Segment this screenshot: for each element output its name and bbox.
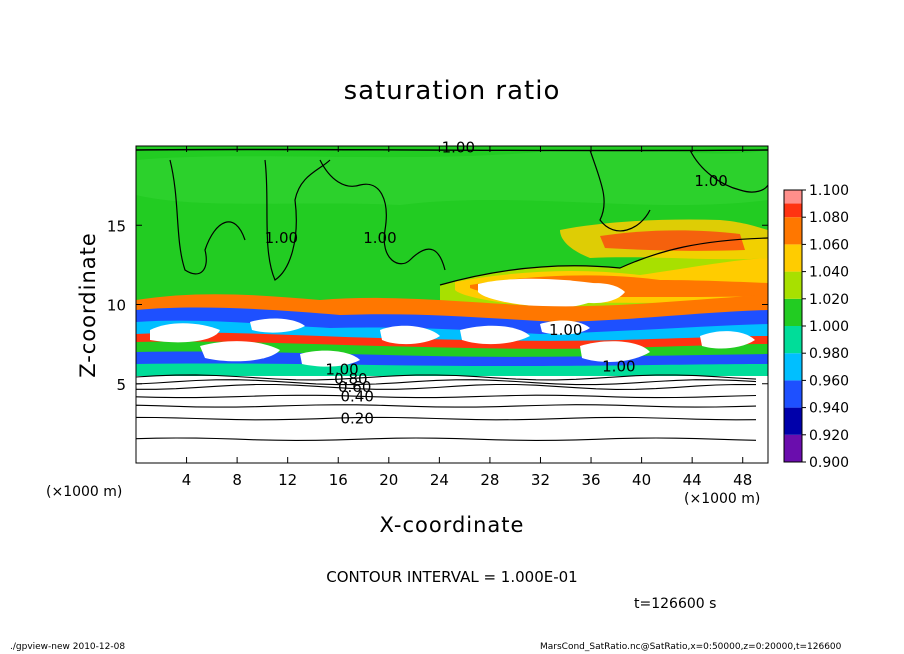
colorbar-label: 0.900 bbox=[809, 455, 849, 471]
lower-band-teal bbox=[136, 363, 768, 378]
colorbar-segment bbox=[784, 326, 802, 354]
footer-left: ./gpview-new 2010-12-08 bbox=[10, 642, 126, 652]
colorbar-label: 0.980 bbox=[809, 346, 849, 362]
white-patch bbox=[540, 320, 590, 335]
colorbar-segment-top bbox=[784, 190, 802, 204]
contour-labels: 1.001.001.00 1.001.001.001.000.800.600.40… bbox=[265, 139, 728, 428]
contour-value-label: 1.00 bbox=[694, 172, 727, 190]
contour-outline bbox=[439, 237, 768, 286]
x-tick-label: 36 bbox=[581, 471, 600, 489]
colorbar-segment bbox=[784, 434, 802, 462]
white-patch bbox=[460, 325, 530, 345]
contour-outline bbox=[689, 149, 768, 193]
unsaturated-contour-line bbox=[136, 416, 757, 421]
white-patch bbox=[380, 325, 440, 345]
x-tick-label: 20 bbox=[379, 471, 398, 489]
y-tick-label: 10 bbox=[107, 297, 126, 315]
contour-value-label: 1.00 bbox=[265, 229, 298, 247]
heatmap-field bbox=[136, 146, 768, 463]
footer-right: MarsCond_SatRatio.nc@SatRatio,x=0:50000,… bbox=[540, 642, 842, 652]
colorbar-label: 1.040 bbox=[809, 265, 849, 281]
white-patch bbox=[150, 323, 220, 343]
unsaturated-contour-line bbox=[136, 437, 757, 441]
colorbar-segment bbox=[784, 244, 802, 272]
x-tick-label: 28 bbox=[480, 471, 499, 489]
x-tick-label: 44 bbox=[683, 471, 702, 489]
contour-outline bbox=[264, 159, 331, 281]
unsaturated-contour-line bbox=[136, 404, 757, 408]
colorbar-segment bbox=[784, 380, 802, 408]
white-patch bbox=[580, 341, 650, 362]
contour-outline bbox=[169, 159, 246, 275]
unsaturated-contour-line bbox=[136, 383, 757, 390]
unsaturated-contour-line bbox=[136, 394, 757, 399]
unsaturated-contour-line bbox=[136, 379, 757, 386]
upper-red-patch bbox=[600, 230, 745, 251]
x-tick-label: 48 bbox=[733, 471, 752, 489]
x-tick-label: 24 bbox=[430, 471, 449, 489]
x-axis-label: X-coordinate bbox=[379, 513, 525, 537]
colorbar-segment bbox=[784, 217, 802, 245]
contour-value-label: 0.80 bbox=[334, 370, 367, 388]
contour-outline bbox=[136, 148, 768, 152]
white-patch bbox=[250, 318, 305, 333]
time-label: t=126600 s bbox=[634, 596, 717, 612]
colorbar: 0.900 0.920 0.940 0.960 0.980 1.000 1.020 1.040… bbox=[783, 183, 849, 471]
contour-lines bbox=[136, 374, 757, 441]
contour-value-label: 1.00 bbox=[442, 139, 475, 157]
white-patch bbox=[300, 350, 360, 367]
contour-value-label: 0.20 bbox=[340, 410, 373, 428]
colorbar-label: 0.920 bbox=[809, 428, 849, 444]
contour-value-label: 1.00 bbox=[363, 229, 396, 247]
colorbar-label: 1.020 bbox=[809, 292, 849, 308]
colorbar-label: 0.940 bbox=[809, 401, 849, 417]
x-tick-label: 40 bbox=[632, 471, 651, 489]
unsaturated-contour-line bbox=[136, 374, 757, 381]
contour-value-label: 1.00 bbox=[325, 360, 358, 378]
chart-title: saturation ratio bbox=[343, 76, 561, 106]
y-tick-label: 5 bbox=[116, 376, 126, 394]
colorbar-segment bbox=[784, 353, 802, 381]
colorbar-label: 1.080 bbox=[809, 210, 849, 226]
contour-outline bbox=[589, 149, 651, 232]
white-patch bbox=[570, 283, 625, 304]
y-tick-label: 15 bbox=[107, 217, 126, 235]
colorbar-segment bbox=[784, 298, 802, 326]
colorbar-label: 1.000 bbox=[809, 319, 849, 335]
x-tick-label: 32 bbox=[531, 471, 550, 489]
white-patch bbox=[200, 341, 280, 362]
x-tick-label: 16 bbox=[329, 471, 348, 489]
colorbar-segment bbox=[784, 407, 802, 435]
x-tick-label: 8 bbox=[232, 471, 242, 489]
x-unit-left: (×1000 m) bbox=[46, 484, 123, 500]
x-tick-label: 4 bbox=[182, 471, 192, 489]
colorbar-segment bbox=[784, 271, 802, 299]
contour-outline bbox=[319, 159, 446, 271]
x-tick-label: 12 bbox=[278, 471, 297, 489]
white-patch bbox=[700, 331, 755, 349]
contour-value-label: 1.00 bbox=[549, 321, 582, 339]
white-patch bbox=[478, 278, 604, 308]
contour-value-label: 1.00 bbox=[602, 357, 635, 375]
colorbar-label: 1.060 bbox=[809, 237, 849, 253]
contour-value-label: 0.40 bbox=[340, 387, 373, 405]
x-unit-right: (×1000 m) bbox=[684, 491, 761, 507]
light-green-patch bbox=[136, 148, 768, 205]
colorbar-label: 1.100 bbox=[809, 183, 849, 199]
colorbar-label: 0.960 bbox=[809, 373, 849, 389]
contour-value-label: 0.60 bbox=[338, 378, 371, 396]
contour-interval-text: CONTOUR INTERVAL = 1.000E-01 bbox=[326, 568, 578, 586]
